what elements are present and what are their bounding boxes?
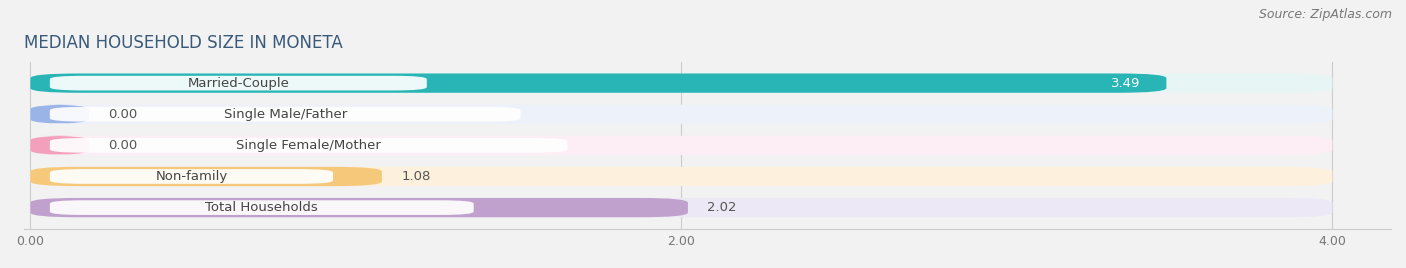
Text: 0.00: 0.00 (108, 108, 138, 121)
FancyBboxPatch shape (31, 73, 1167, 93)
FancyBboxPatch shape (31, 105, 89, 124)
Text: Single Female/Mother: Single Female/Mother (236, 139, 381, 152)
FancyBboxPatch shape (49, 200, 474, 215)
FancyBboxPatch shape (31, 136, 1333, 155)
Text: Single Male/Father: Single Male/Father (224, 108, 347, 121)
FancyBboxPatch shape (31, 198, 1333, 217)
FancyBboxPatch shape (49, 107, 520, 122)
Text: 0.00: 0.00 (108, 139, 138, 152)
FancyBboxPatch shape (49, 76, 427, 91)
FancyBboxPatch shape (49, 138, 568, 153)
Text: Source: ZipAtlas.com: Source: ZipAtlas.com (1258, 8, 1392, 21)
FancyBboxPatch shape (31, 198, 688, 217)
Text: Non-family: Non-family (155, 170, 228, 183)
Text: MEDIAN HOUSEHOLD SIZE IN MONETA: MEDIAN HOUSEHOLD SIZE IN MONETA (24, 34, 343, 52)
Text: 3.49: 3.49 (1111, 77, 1140, 90)
Text: Total Households: Total Households (205, 201, 318, 214)
Text: 2.02: 2.02 (707, 201, 737, 214)
Text: 1.08: 1.08 (402, 170, 430, 183)
FancyBboxPatch shape (31, 167, 1333, 186)
FancyBboxPatch shape (31, 167, 382, 186)
FancyBboxPatch shape (31, 73, 1333, 93)
FancyBboxPatch shape (31, 105, 1333, 124)
Text: Married-Couple: Married-Couple (187, 77, 290, 90)
FancyBboxPatch shape (31, 136, 89, 155)
FancyBboxPatch shape (49, 169, 333, 184)
